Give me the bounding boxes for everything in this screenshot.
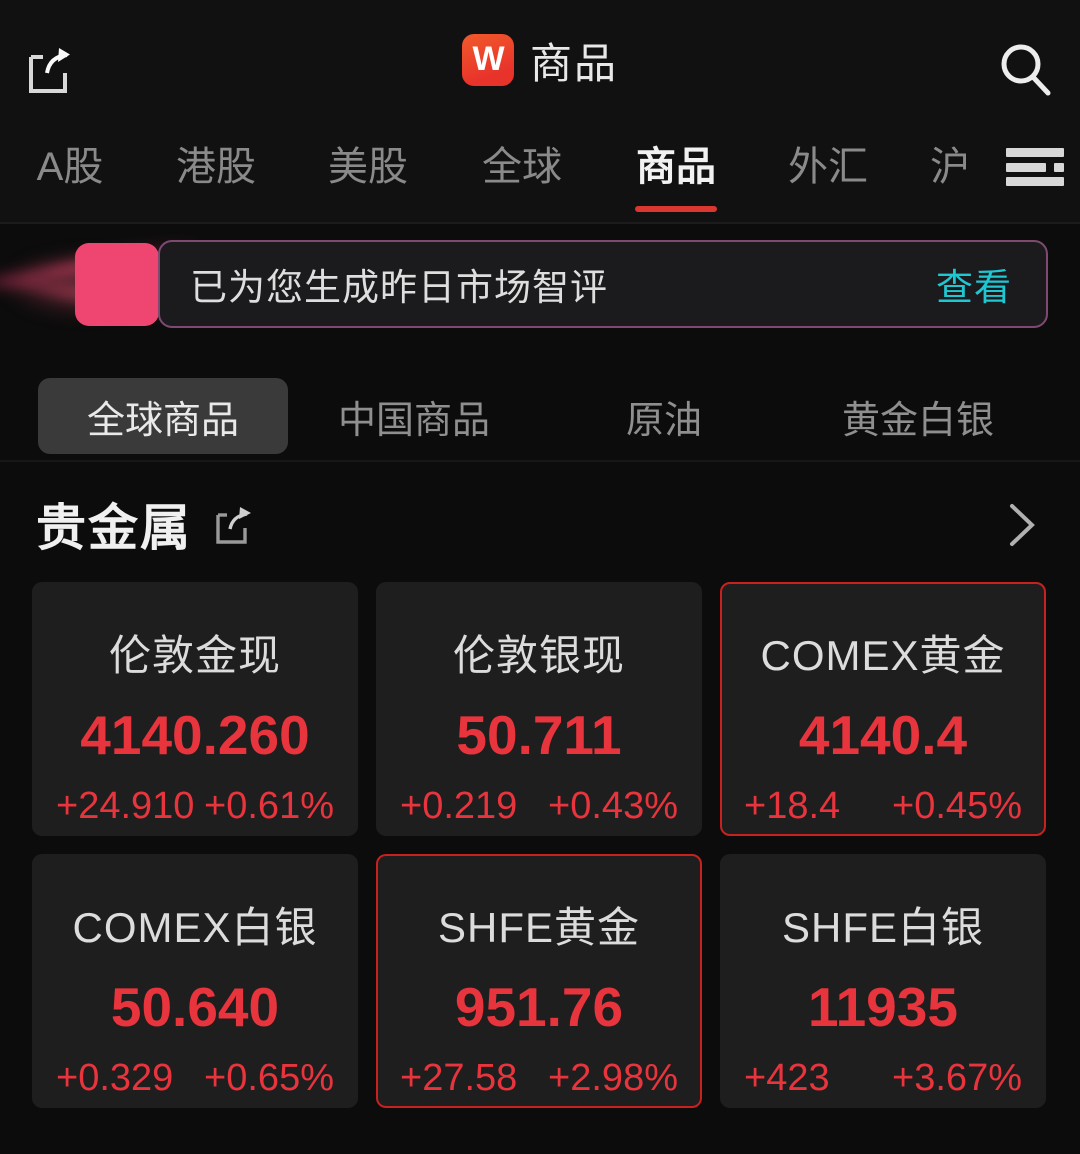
subtab-gold-silver[interactable]: 黄金白银	[841, 399, 994, 442]
tab-commodities[interactable]: 商品	[636, 145, 716, 189]
quote-change-row: +27.58 +2.98%	[378, 1057, 700, 1100]
quote-change-percent: +0.45%	[892, 785, 1022, 827]
quote-card[interactable]: 伦敦银现 50.711 +0.219 +0.43%	[376, 582, 702, 836]
app-header: W 商品	[0, 0, 1080, 120]
quote-change: +24.910	[56, 785, 195, 827]
primary-tabbar: A股 港股 美股 全球 商品 外汇 沪	[0, 120, 1080, 224]
quote-name: COMEX黄金	[760, 632, 1006, 679]
quote-price: 4140.260	[80, 704, 310, 766]
banner-message: 已为您生成昨日市场智评	[190, 267, 608, 308]
section-more-button[interactable]	[1002, 500, 1046, 550]
category-tabbar-divider	[0, 460, 1080, 462]
quote-card[interactable]: COMEX黄金 4140.4 +18.4 +0.45%	[720, 582, 1046, 836]
quote-change-row: +0.329 +0.65%	[34, 1057, 356, 1100]
quote-change: +0.329	[56, 1057, 174, 1099]
quote-name: 伦敦银现	[452, 632, 625, 679]
subtab-crude-oil[interactable]: 原油	[625, 399, 702, 442]
page-title: 商品	[529, 39, 618, 87]
quote-change-row: +0.219 +0.43%	[378, 785, 700, 828]
quote-name: COMEX白银	[72, 904, 318, 951]
quote-name: SHFE白银	[781, 904, 984, 951]
quote-name: SHFE黄金	[437, 904, 640, 951]
quote-card-grid: 伦敦金现 4140.260 +24.910 +0.61% 伦敦银现 50.711…	[0, 582, 1080, 1112]
section-share-button[interactable]	[212, 504, 256, 548]
quote-price: 951.76	[454, 976, 624, 1038]
tab-hk-shares[interactable]: 港股	[176, 145, 256, 189]
quote-card[interactable]: SHFE白银 11935 +423 +3.67%	[720, 854, 1046, 1108]
banner-view-link[interactable]: 查看	[936, 267, 1012, 308]
quote-change-row: +18.4 +0.45%	[722, 785, 1044, 828]
hamburger-menu-icon-bottom	[1006, 177, 1064, 186]
subtab-global-commodities[interactable]: 全球商品	[38, 378, 288, 454]
market-commentary-banner[interactable]: 已为您生成昨日市场智评 查看	[158, 240, 1048, 328]
chevron-right-icon	[1010, 504, 1035, 546]
tabbar-divider	[0, 222, 1080, 224]
banner-thumbnail	[75, 243, 159, 326]
hamburger-menu-icon	[1006, 148, 1064, 157]
app-logo: W	[461, 34, 514, 86]
quote-change-row: +24.910 +0.61%	[34, 785, 356, 828]
section-title: 贵金属	[36, 500, 192, 556]
quote-card[interactable]: COMEX白银 50.640 +0.329 +0.65%	[32, 854, 358, 1108]
header-title-group: W 商品	[0, 0, 1080, 120]
quote-price: 11935	[808, 976, 958, 1038]
quote-change: +0.219	[400, 785, 518, 827]
tab-global[interactable]: 全球	[482, 145, 562, 189]
quote-price: 4140.4	[798, 704, 968, 766]
quote-change-percent: +0.61%	[204, 785, 334, 827]
quote-change-row: +423 +3.67%	[722, 1057, 1044, 1100]
quote-price: 50.640	[110, 976, 280, 1038]
share-button[interactable]	[22, 42, 78, 100]
quote-card[interactable]: SHFE黄金 951.76 +27.58 +2.98%	[376, 854, 702, 1108]
quote-change-percent: +2.98%	[548, 1057, 678, 1099]
quote-change: +27.58	[400, 1057, 518, 1099]
search-icon	[1001, 44, 1051, 96]
quote-card[interactable]: 伦敦金现 4140.260 +24.910 +0.61%	[32, 582, 358, 836]
quote-change-percent: +0.43%	[548, 785, 678, 827]
share-export-icon	[216, 507, 251, 544]
quote-change: +18.4	[744, 785, 841, 827]
category-tabbar: 全球商品 中国商品 原油 黄金白银	[0, 370, 1080, 462]
section-header-precious-metals[interactable]: 贵金属	[0, 470, 1080, 576]
tab-forex[interactable]: 外汇	[788, 145, 868, 189]
share-export-icon	[29, 48, 70, 93]
tab-menu-button[interactable]	[1004, 144, 1066, 190]
tab-a-shares[interactable]: A股	[36, 145, 104, 189]
quote-change-percent: +0.65%	[204, 1057, 334, 1099]
tab-active-indicator	[635, 206, 717, 212]
search-button[interactable]	[992, 36, 1060, 104]
quote-name: 伦敦金现	[108, 632, 281, 679]
quote-change: +423	[744, 1057, 830, 1099]
tab-shanghai[interactable]: 沪	[930, 145, 970, 189]
subtab-china-commodities[interactable]: 中国商品	[337, 399, 490, 442]
tab-us-shares[interactable]: 美股	[328, 145, 408, 189]
quote-change-percent: +3.67%	[892, 1057, 1022, 1099]
hamburger-menu-icon-mid	[1006, 162, 1064, 172]
quote-price: 50.711	[456, 704, 622, 766]
